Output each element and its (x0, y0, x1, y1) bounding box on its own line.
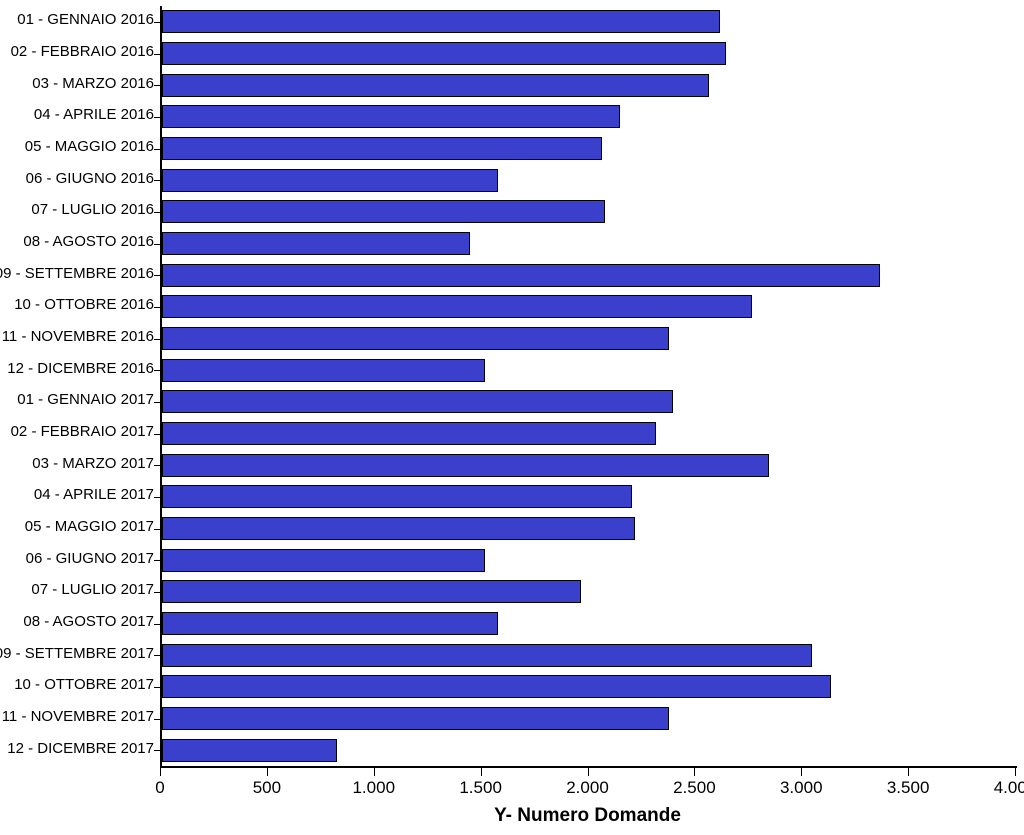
category-label: 01 - GENNAIO 2016 (17, 11, 154, 28)
y-tick (154, 85, 160, 86)
y-tick (154, 560, 160, 561)
category-label: 06 - GIUGNO 2017 (26, 550, 154, 567)
y-tick (154, 307, 160, 308)
x-tick (801, 768, 802, 776)
bar (162, 169, 498, 192)
bar (162, 739, 337, 762)
bar (162, 422, 656, 445)
x-tick (160, 768, 161, 776)
bar (162, 295, 752, 318)
category-label: 03 - MARZO 2017 (32, 455, 154, 472)
x-tick-label: 3.000 (780, 778, 823, 798)
x-tick (588, 768, 589, 776)
y-tick (154, 212, 160, 213)
y-tick (154, 719, 160, 720)
bar (162, 137, 602, 160)
bar (162, 42, 726, 65)
bar (162, 232, 470, 255)
y-tick (154, 22, 160, 23)
bar (162, 580, 581, 603)
y-tick (154, 434, 160, 435)
x-tick-label: 2.500 (673, 778, 716, 798)
bar (162, 105, 620, 128)
y-tick (154, 180, 160, 181)
bar (162, 612, 498, 635)
y-tick (154, 244, 160, 245)
y-tick (154, 149, 160, 150)
category-label: 09 - SETTEMBRE 2017 (0, 645, 154, 662)
x-tick-label: 0 (155, 778, 164, 798)
category-label: 04 - APRILE 2017 (34, 486, 154, 503)
x-tick (694, 768, 695, 776)
category-label: 05 - MAGGIO 2016 (25, 138, 154, 155)
bar (162, 644, 812, 667)
category-label: 06 - GIUGNO 2016 (26, 170, 154, 187)
y-tick (154, 370, 160, 371)
bar (162, 675, 831, 698)
y-tick (154, 624, 160, 625)
category-label: 04 - APRILE 2016 (34, 106, 154, 123)
category-label: 01 - GENNAIO 2017 (17, 391, 154, 408)
x-tick-label: 1.000 (352, 778, 395, 798)
y-tick (154, 339, 160, 340)
category-label: 07 - LUGLIO 2016 (31, 201, 154, 218)
category-label: 11 - NOVEMBRE 2017 (2, 708, 154, 725)
bar (162, 200, 605, 223)
x-tick-label: 3.500 (887, 778, 930, 798)
bar (162, 10, 720, 33)
category-label: 12 - DICEMBRE 2016 (7, 360, 154, 377)
category-label: 03 - MARZO 2016 (32, 75, 154, 92)
x-axis-title: Y- Numero Domande (494, 805, 681, 827)
y-tick (154, 750, 160, 751)
bar (162, 264, 880, 287)
category-label: 08 - AGOSTO 2017 (23, 613, 154, 630)
x-tick (267, 768, 268, 776)
category-label: 12 - DICEMBRE 2017 (7, 740, 154, 757)
bar (162, 485, 632, 508)
y-tick (154, 465, 160, 466)
category-label: 02 - FEBBRAIO 2016 (11, 43, 154, 60)
y-tick (154, 117, 160, 118)
bar (162, 707, 669, 730)
y-tick (154, 402, 160, 403)
bar (162, 327, 669, 350)
y-tick (154, 655, 160, 656)
y-tick (154, 687, 160, 688)
bar (162, 549, 485, 572)
category-label: 10 - OTTOBRE 2016 (14, 296, 154, 313)
x-tick-label: 4.000 (994, 778, 1024, 798)
category-label: 07 - LUGLIO 2017 (31, 581, 154, 598)
category-label: 09 - SETTEMBRE 2016 (0, 265, 154, 282)
y-tick (154, 529, 160, 530)
bar (162, 454, 769, 477)
x-tick-label: 1.500 (459, 778, 502, 798)
y-tick (154, 54, 160, 55)
bar-chart: 01 - GENNAIO 2016 02 - FEBBRAIO 2016 03 - … (0, 0, 1024, 835)
category-label: 02 - FEBBRAIO 2017 (11, 423, 154, 440)
category-label: 10 - OTTOBRE 2017 (14, 676, 154, 693)
y-tick (154, 592, 160, 593)
bar (162, 74, 709, 97)
category-label: 11 - NOVEMBRE 2016 (2, 328, 154, 345)
bar (162, 390, 673, 413)
x-tick (481, 768, 482, 776)
x-tick (1015, 768, 1016, 776)
category-label: 08 - AGOSTO 2016 (23, 233, 154, 250)
y-tick (154, 497, 160, 498)
x-tick-label: 500 (253, 778, 281, 798)
x-axis-line (160, 766, 1017, 768)
bar (162, 517, 635, 540)
bar (162, 359, 485, 382)
x-tick-label: 2.000 (566, 778, 609, 798)
y-tick (154, 275, 160, 276)
x-tick (908, 768, 909, 776)
category-label: 05 - MAGGIO 2017 (25, 518, 154, 535)
x-tick (374, 768, 375, 776)
